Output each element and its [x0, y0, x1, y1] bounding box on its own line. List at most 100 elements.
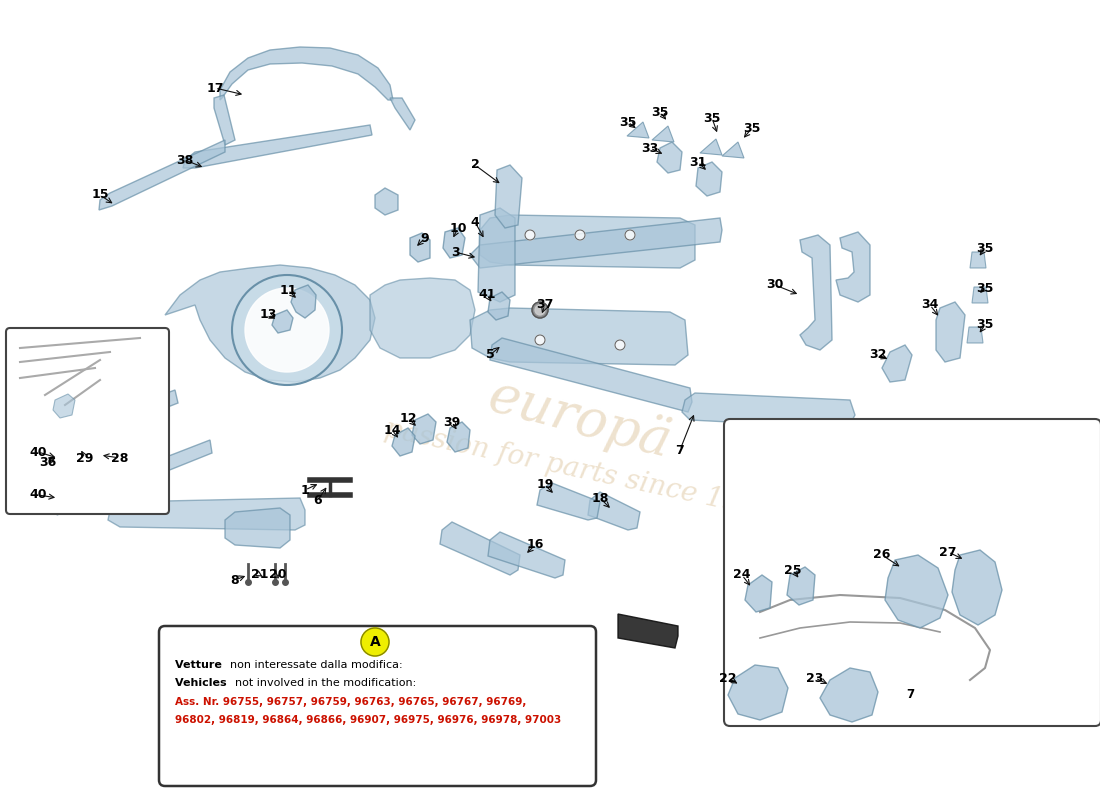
Polygon shape: [886, 555, 948, 628]
Text: passion for parts since 1983: passion for parts since 1983: [383, 415, 778, 525]
Polygon shape: [882, 345, 912, 382]
Polygon shape: [745, 575, 772, 612]
Text: 12: 12: [399, 411, 417, 425]
Text: 35: 35: [703, 111, 720, 125]
Text: 39: 39: [443, 415, 461, 429]
Polygon shape: [618, 614, 678, 648]
FancyBboxPatch shape: [6, 328, 169, 514]
Polygon shape: [836, 232, 870, 302]
Text: 7: 7: [906, 689, 914, 702]
Polygon shape: [470, 308, 688, 365]
Polygon shape: [370, 278, 475, 358]
Text: 8: 8: [231, 574, 240, 586]
Polygon shape: [470, 218, 722, 268]
Text: 1: 1: [300, 483, 309, 497]
Circle shape: [245, 288, 329, 372]
Polygon shape: [220, 47, 393, 100]
Circle shape: [361, 628, 389, 656]
Text: 40: 40: [30, 489, 46, 502]
Text: not involved in the modification:: not involved in the modification:: [235, 678, 416, 688]
Text: 32: 32: [869, 349, 887, 362]
Circle shape: [232, 275, 342, 385]
Polygon shape: [412, 414, 436, 444]
Polygon shape: [99, 140, 226, 210]
Text: 20: 20: [270, 569, 287, 582]
Text: 25: 25: [784, 563, 802, 577]
Circle shape: [525, 230, 535, 240]
Text: 29: 29: [76, 451, 94, 465]
Text: 27: 27: [939, 546, 957, 558]
Text: 4: 4: [471, 215, 480, 229]
Polygon shape: [488, 292, 510, 320]
Text: 37: 37: [537, 298, 553, 311]
Polygon shape: [214, 95, 235, 145]
Polygon shape: [55, 440, 212, 515]
Polygon shape: [390, 98, 415, 130]
Text: 14: 14: [383, 423, 400, 437]
Polygon shape: [165, 265, 375, 382]
Text: 35: 35: [744, 122, 761, 134]
Polygon shape: [972, 287, 988, 303]
Polygon shape: [588, 492, 640, 530]
Polygon shape: [410, 233, 430, 262]
Text: 38: 38: [176, 154, 194, 166]
Circle shape: [575, 230, 585, 240]
Text: 34: 34: [922, 298, 938, 311]
FancyBboxPatch shape: [724, 419, 1100, 726]
Text: Vetture: Vetture: [175, 660, 226, 670]
Polygon shape: [488, 532, 565, 578]
Polygon shape: [447, 422, 470, 452]
Polygon shape: [970, 252, 986, 268]
Text: 5: 5: [485, 349, 494, 362]
Polygon shape: [537, 483, 600, 520]
Text: 28: 28: [111, 451, 129, 465]
Polygon shape: [657, 142, 682, 173]
Text: non interessate dalla modifica:: non interessate dalla modifica:: [230, 660, 403, 670]
Text: 10: 10: [449, 222, 466, 234]
Polygon shape: [292, 285, 316, 318]
Circle shape: [615, 340, 625, 350]
Text: 19: 19: [537, 478, 553, 491]
Polygon shape: [786, 567, 815, 605]
Text: 35: 35: [977, 318, 993, 331]
Polygon shape: [728, 665, 788, 720]
Text: 96802, 96819, 96864, 96866, 96907, 96975, 96976, 96978, 97003: 96802, 96819, 96864, 96866, 96907, 96975…: [175, 715, 561, 725]
Text: 17: 17: [207, 82, 223, 94]
Polygon shape: [967, 327, 983, 343]
Polygon shape: [480, 215, 695, 268]
Text: Vehicles: Vehicles: [175, 678, 231, 688]
Text: 15: 15: [91, 189, 109, 202]
Circle shape: [532, 302, 548, 318]
Text: 18: 18: [592, 491, 608, 505]
Polygon shape: [700, 139, 722, 155]
Text: 11: 11: [279, 283, 297, 297]
Polygon shape: [800, 235, 832, 350]
Polygon shape: [226, 508, 290, 548]
Text: 36: 36: [40, 455, 56, 469]
Polygon shape: [495, 165, 522, 228]
Polygon shape: [40, 390, 178, 455]
Text: 3: 3: [451, 246, 460, 258]
Text: 41: 41: [478, 289, 496, 302]
Circle shape: [535, 335, 544, 345]
Text: 21: 21: [251, 569, 268, 582]
Polygon shape: [183, 125, 372, 168]
Polygon shape: [272, 310, 293, 333]
Text: 16: 16: [526, 538, 543, 551]
Text: europä: europä: [483, 371, 678, 469]
Polygon shape: [652, 126, 674, 142]
Text: 35: 35: [977, 282, 993, 294]
Text: 30: 30: [767, 278, 783, 291]
Text: 35: 35: [651, 106, 669, 118]
Text: 22: 22: [719, 671, 737, 685]
Circle shape: [625, 230, 635, 240]
Polygon shape: [478, 208, 515, 302]
FancyBboxPatch shape: [160, 626, 596, 786]
Polygon shape: [375, 188, 398, 215]
Polygon shape: [722, 142, 744, 158]
Text: 33: 33: [641, 142, 659, 154]
Polygon shape: [490, 338, 692, 412]
Text: A: A: [370, 635, 381, 649]
Text: 40: 40: [30, 446, 46, 458]
Polygon shape: [443, 228, 465, 258]
